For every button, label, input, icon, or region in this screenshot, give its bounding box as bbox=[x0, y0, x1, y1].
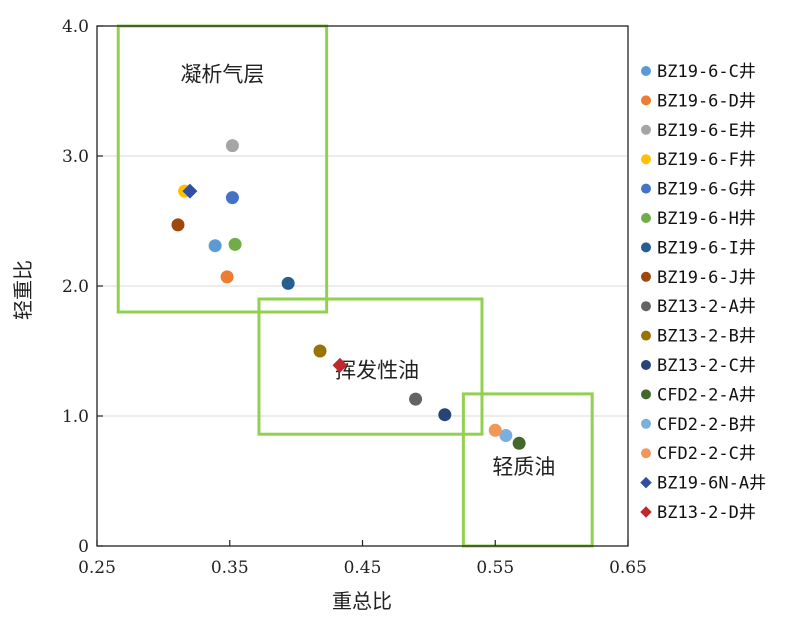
legend-marker bbox=[641, 66, 651, 76]
legend-label: BZ19-6-C井 bbox=[657, 62, 756, 82]
data-point bbox=[499, 429, 513, 442]
x-tick-label: 0.65 bbox=[609, 558, 647, 578]
data-point bbox=[281, 276, 295, 290]
y-tick-label: 1.0 bbox=[62, 407, 89, 427]
grid-lines bbox=[97, 155, 628, 417]
legend-marker bbox=[641, 360, 651, 370]
legend-marker bbox=[641, 330, 651, 341]
data-points bbox=[171, 139, 526, 450]
legend-marker bbox=[641, 389, 651, 400]
legend-marker bbox=[641, 448, 651, 459]
data-point bbox=[313, 344, 327, 358]
legend-marker bbox=[641, 95, 651, 106]
data-point bbox=[225, 139, 239, 153]
region-box bbox=[257, 297, 484, 436]
legend-marker bbox=[641, 418, 651, 429]
legend-marker bbox=[641, 213, 651, 223]
x-axis-title: 重总比 bbox=[332, 589, 392, 613]
x-tick-label: 0.25 bbox=[78, 558, 116, 578]
legend-label: BZ13-2-B井 bbox=[657, 327, 756, 347]
legend-marker bbox=[641, 124, 651, 135]
y-tick-label: 4.0 bbox=[62, 17, 89, 37]
data-point bbox=[228, 237, 242, 251]
legend-marker bbox=[641, 271, 651, 282]
legend-label: BZ19-6N-A井 bbox=[657, 474, 766, 494]
legend-label: BZ19-6-F井 bbox=[657, 150, 756, 170]
region-label: 轻质油 bbox=[492, 455, 555, 479]
legend-marker bbox=[641, 301, 651, 312]
data-point bbox=[182, 183, 198, 199]
legend-label: BZ13-2-A井 bbox=[657, 297, 756, 317]
x-tick-label: 0.55 bbox=[476, 558, 514, 578]
legend-marker bbox=[641, 242, 651, 253]
y-axis-title: 轻重比 bbox=[11, 260, 35, 320]
region-label: 挥发性油 bbox=[335, 359, 419, 383]
data-point bbox=[488, 423, 502, 437]
data-point bbox=[438, 408, 452, 422]
legend-label: BZ19-6-H井 bbox=[657, 209, 756, 229]
legend-label: CFD2-2-C井 bbox=[657, 444, 756, 464]
legend-label: BZ13-2-C井 bbox=[657, 356, 756, 376]
y-tick-label: 3.0 bbox=[62, 147, 89, 167]
data-point bbox=[171, 218, 185, 232]
legend-marker bbox=[641, 154, 651, 165]
data-point bbox=[220, 270, 234, 284]
legend-label: BZ13-2-D井 bbox=[657, 503, 756, 523]
y-tick-label: 2.0 bbox=[62, 277, 89, 297]
x-tick-label: 0.35 bbox=[211, 558, 249, 578]
legend-label: BZ19-6-I井 bbox=[657, 238, 756, 258]
y-tick-label: 0 bbox=[78, 537, 89, 557]
legend-label: BZ19-6-E井 bbox=[657, 121, 756, 141]
data-point bbox=[225, 191, 239, 205]
legend: BZ19-6-C井 BZ19-6-D井 BZ19-6-E井 BZ19-6-F井 BZ19… bbox=[640, 62, 766, 523]
legend-marker bbox=[640, 476, 652, 489]
plot-frame bbox=[96, 25, 629, 547]
data-point bbox=[208, 239, 222, 253]
region-label: 凝析气层 bbox=[180, 63, 264, 87]
legend-label: BZ19-6-J井 bbox=[657, 268, 756, 288]
legend-label: CFD2-2-B井 bbox=[657, 415, 756, 435]
axes: 0 1.0 2.0 3.0 4.0 0.25 0.35 0.45 0.55 0.65 bbox=[62, 17, 647, 578]
data-point bbox=[332, 357, 348, 373]
legend-marker bbox=[641, 183, 651, 194]
data-point bbox=[512, 436, 526, 450]
legend-label: BZ19-6-D井 bbox=[657, 91, 756, 111]
x-tick-label: 0.45 bbox=[344, 558, 382, 578]
data-point bbox=[409, 392, 423, 406]
legend-label: CFD2-2-A井 bbox=[657, 385, 756, 405]
legend-marker bbox=[640, 506, 652, 518]
legend-label: BZ19-6-G井 bbox=[657, 180, 756, 200]
